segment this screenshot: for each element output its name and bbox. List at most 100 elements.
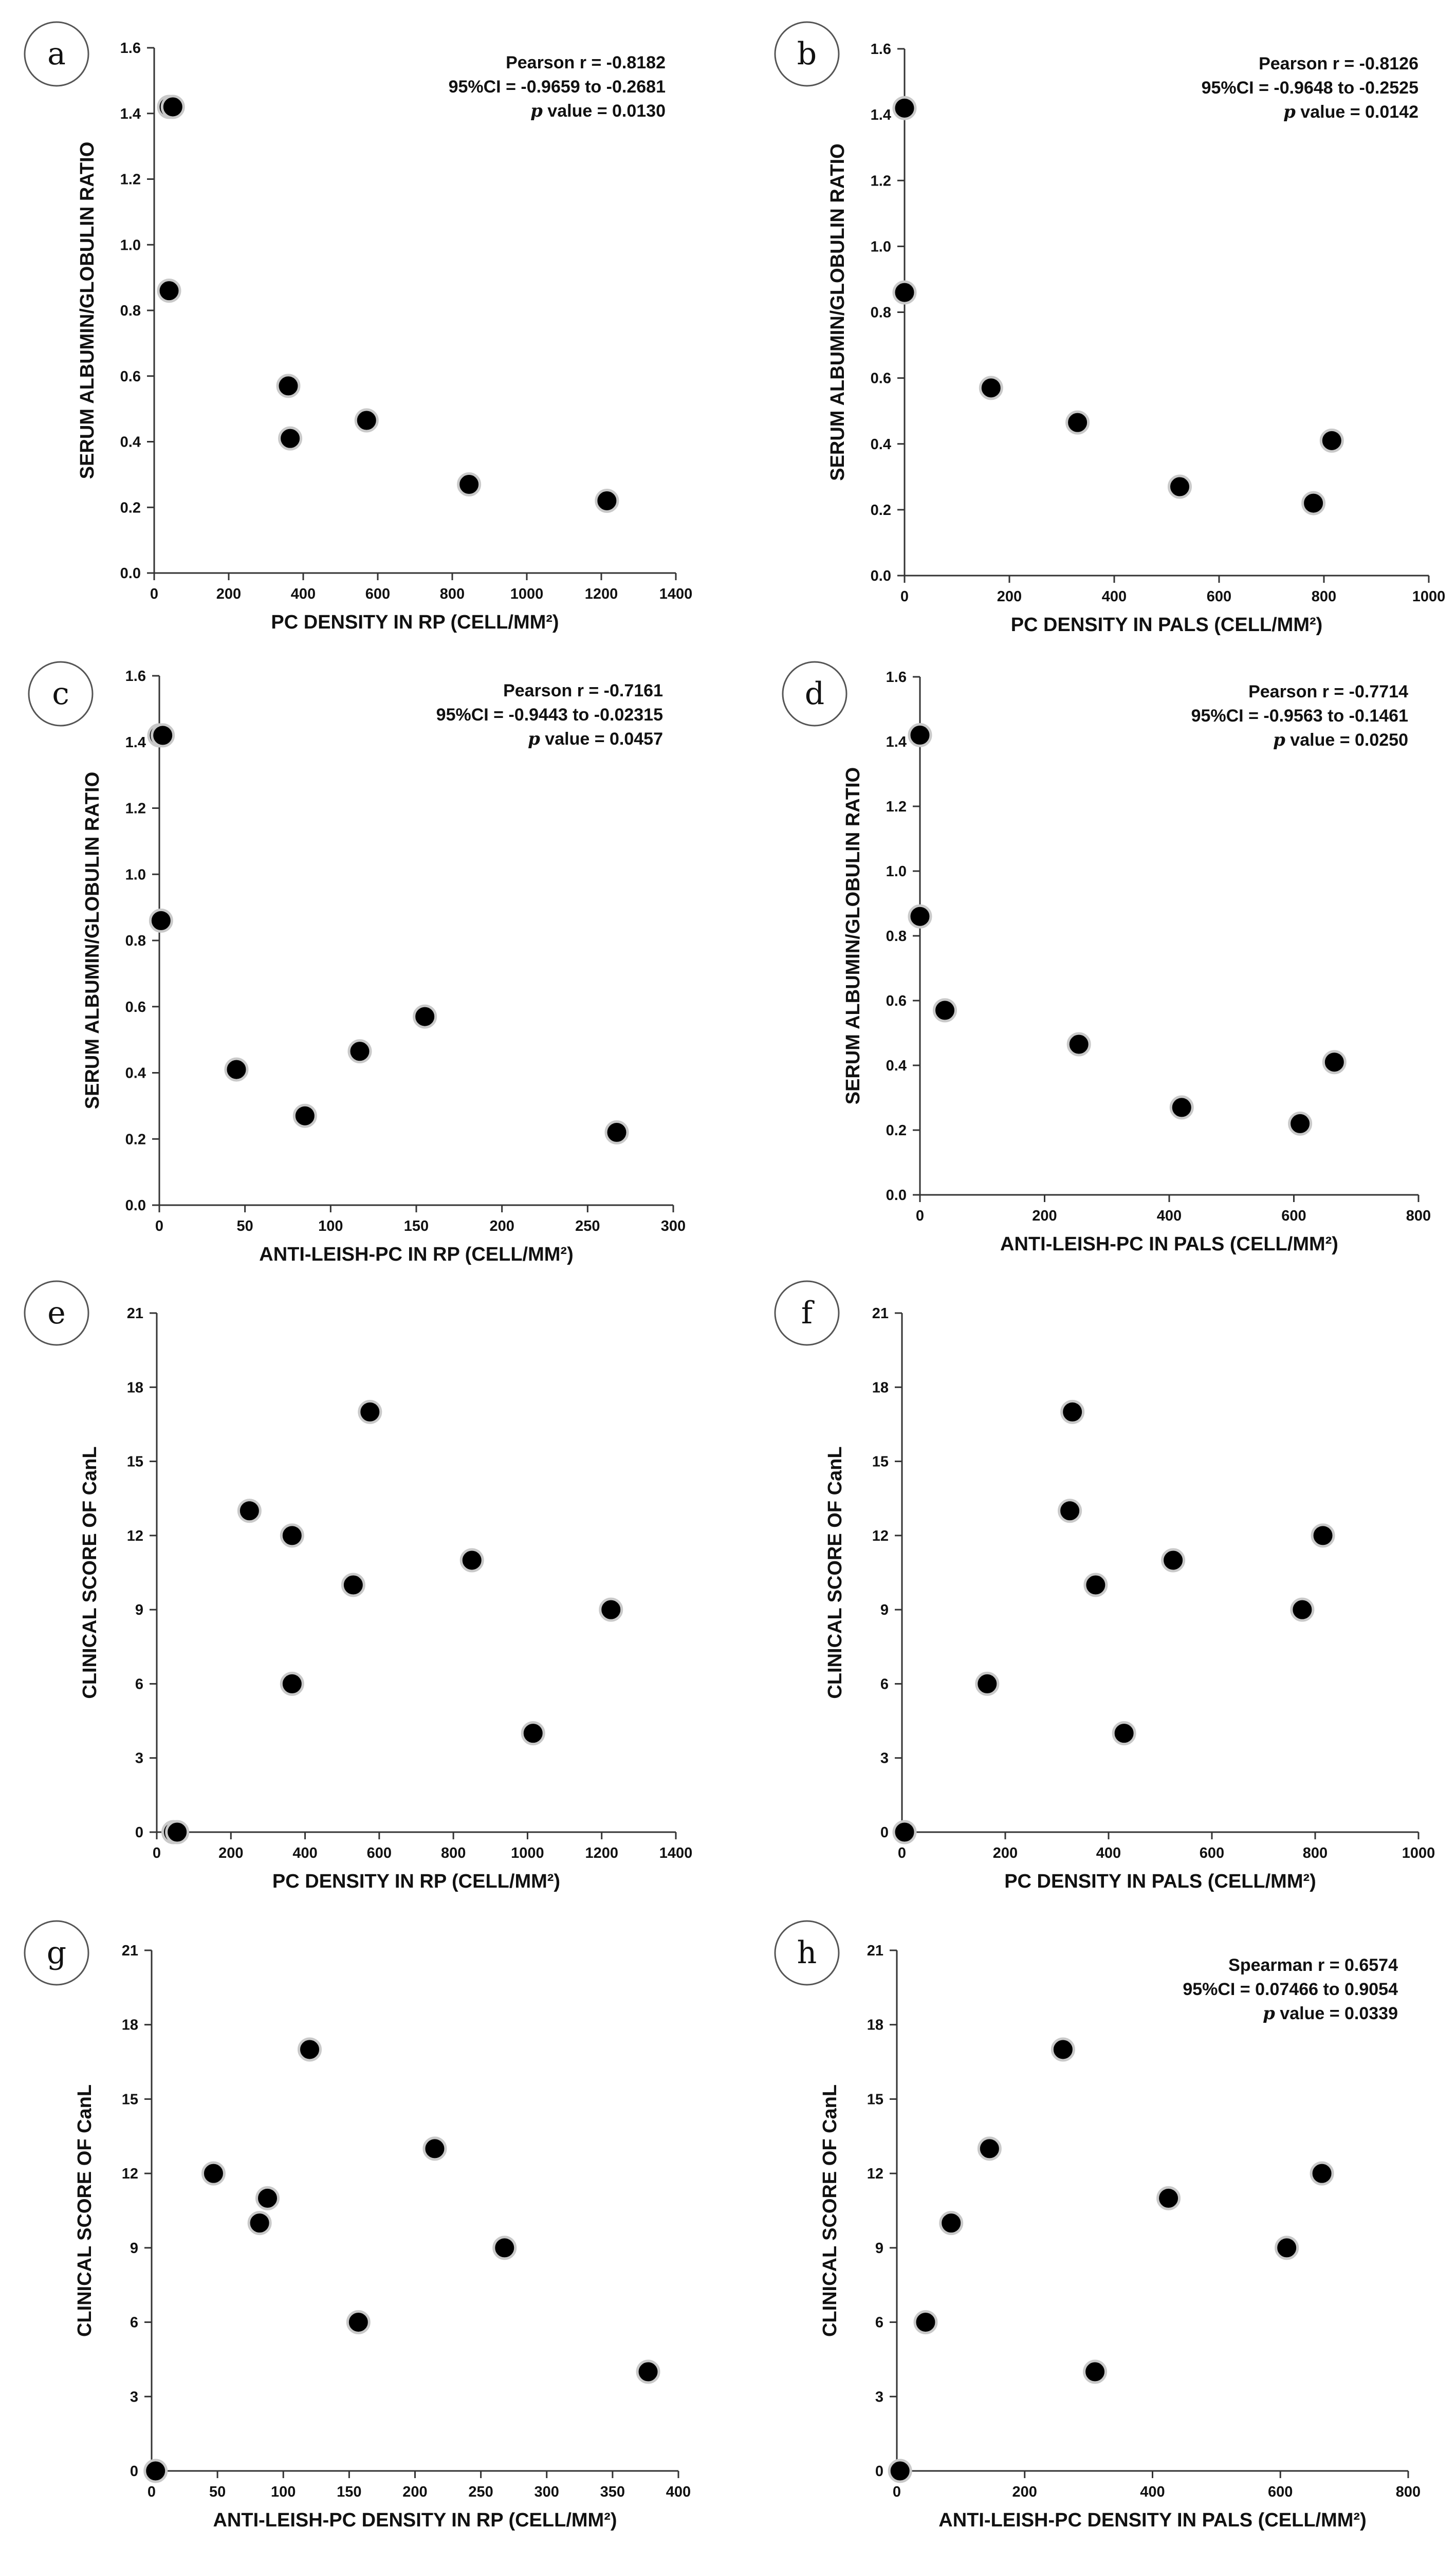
y-tick-label: 3 [875,2389,883,2405]
x-tick-label: 1000 [1402,1845,1435,1861]
data-point [977,2136,1002,2161]
data-point [1083,1573,1108,1597]
y-tick-label: 9 [875,2240,883,2257]
x-tick-label: 200 [1032,1208,1057,1224]
data-point [224,1057,249,1082]
data-point [1288,1111,1313,1136]
x-tick-label: 0 [150,586,158,602]
data-point [237,1499,262,1523]
stat-line: Pearson r = -0.7161 [503,681,663,700]
data-point [939,2211,964,2236]
x-tick-label: 1400 [659,1845,693,1861]
y-tick-label: 1.0 [886,863,907,880]
y-tick-label: 0.6 [886,993,907,1009]
y-tick-label: 18 [867,2017,883,2034]
y-tick-label: 1.4 [125,734,146,751]
x-tick-label: 1000 [511,1845,544,1861]
data-point [358,1399,382,1424]
panel-badge [28,661,94,727]
data-point [979,376,1003,400]
panel-a: 0 200 400 600 800 1000 1200 1400 0.0 0.2 0.4 0.6 0.8… [24,21,693,633]
x-tick-label: 1400 [659,586,693,602]
y-tick-label: 0.8 [120,303,141,319]
y-axis-title: CLINICAL SCORE OF CanL [74,2084,96,2337]
panel-badge [774,1920,840,1986]
y-tick-label: 0.0 [886,1187,907,1204]
panel-letter: b [797,36,817,72]
data-point [1058,1499,1082,1523]
y-tick-label: 1.2 [886,799,907,815]
panel-badge [24,1920,89,1986]
y-tick-label: 18 [122,2017,138,2034]
data-point [459,1548,484,1573]
y-tick-label: 1.0 [120,237,141,253]
stat-line: p value = 0.0250 [1273,730,1408,750]
x-tick-label: 50 [237,1218,253,1234]
y-tick-label: 1.2 [125,801,146,817]
y-tick-label: 0.8 [886,928,907,945]
data-point [280,1523,304,1548]
data-point [341,1573,365,1597]
x-tick-label: 300 [535,2484,559,2500]
data-point [160,95,185,119]
data-point [908,904,932,929]
y-tick-label: 0.4 [125,1065,146,1082]
y-tick-label: 18 [872,1379,889,1396]
panel-letter: c [52,676,69,712]
y-axis-title: SERUM ALBUMIN/GLOBULIN RATIO [842,767,864,1105]
data-point [1168,474,1192,499]
x-tick-label: 800 [1312,588,1336,605]
y-tick-label: 0.2 [125,1131,146,1148]
y-tick-label: 0.6 [120,368,141,385]
data-point [888,2459,912,2483]
y-tick-label: 1.6 [886,669,907,686]
y-tick-label: 12 [867,2166,883,2182]
stat-line: p value = 0.0339 [1263,2003,1398,2024]
y-tick-label: 0.0 [871,568,891,584]
x-tick-label: 400 [1140,2484,1165,2500]
x-tick-label: 200 [997,588,1022,605]
x-tick-label: 0 [153,1845,161,1861]
y-tick-label: 12 [122,2166,138,2182]
y-axis-title: SERUM ALBUMIN/GLOBULIN RATIO [77,142,98,479]
panel-letter: g [47,1935,66,1971]
y-tick-label: 0.0 [125,1197,146,1214]
data-point [913,2310,938,2335]
data-point [636,2359,660,2384]
stat-line: p value = 0.0130 [530,101,666,121]
y-axis-title: CLINICAL SCORE OF CanL [79,1446,101,1699]
x-tick-label: 0 [898,1845,906,1861]
panel-badge [774,21,840,87]
panel-d: 0 200 400 600 800 0.0 0.2 0.4 0.6 0.8 1.0 1.2 1.4 1.6… [782,661,1431,1255]
y-tick-label: 3 [130,2389,138,2405]
y-tick-label: 12 [127,1528,143,1544]
x-axis-title: ANTI-LEISH-PC DENSITY IN RP (CELL/MM²) [213,2509,617,2531]
panel-h: 0 200 400 600 800 0 3 6 9 12 15 18 21 ANTI-LEISH-PC D… [774,1920,1421,2531]
data-point [280,1671,304,1696]
data-point [521,1721,545,1746]
y-tick-label: 18 [127,1379,143,1396]
y-tick-label: 15 [867,2091,883,2108]
y-tick-label: 1.6 [120,40,141,57]
data-point [1112,1721,1136,1746]
data-point [149,908,173,933]
y-tick-label: 0.8 [871,305,891,321]
panel-c: 0 50 100 150 200 250 300 0.0 0.2 0.4 0.6 0.8 1.0 1.2 1… [28,661,686,1265]
x-tick-label: 400 [1157,1208,1182,1224]
data-point [1310,2161,1334,2186]
x-tick-label: 250 [575,1218,600,1234]
x-tick-label: 200 [218,1845,243,1861]
x-tick-label: 600 [1207,588,1231,605]
stat-line: 95%CI = -0.9443 to -0.02315 [436,705,663,725]
data-point [1161,1548,1186,1573]
data-point [247,2211,272,2236]
data-point [1050,2037,1075,2062]
x-tick-label: 200 [993,1845,1018,1861]
panel-letter: e [47,1295,66,1331]
data-point [165,1820,190,1844]
data-point [599,1597,623,1622]
data-point [1319,428,1344,453]
x-tick-label: 350 [600,2484,625,2500]
x-axis-title: PC DENSITY IN PALS (CELL/MM²) [1011,614,1323,636]
